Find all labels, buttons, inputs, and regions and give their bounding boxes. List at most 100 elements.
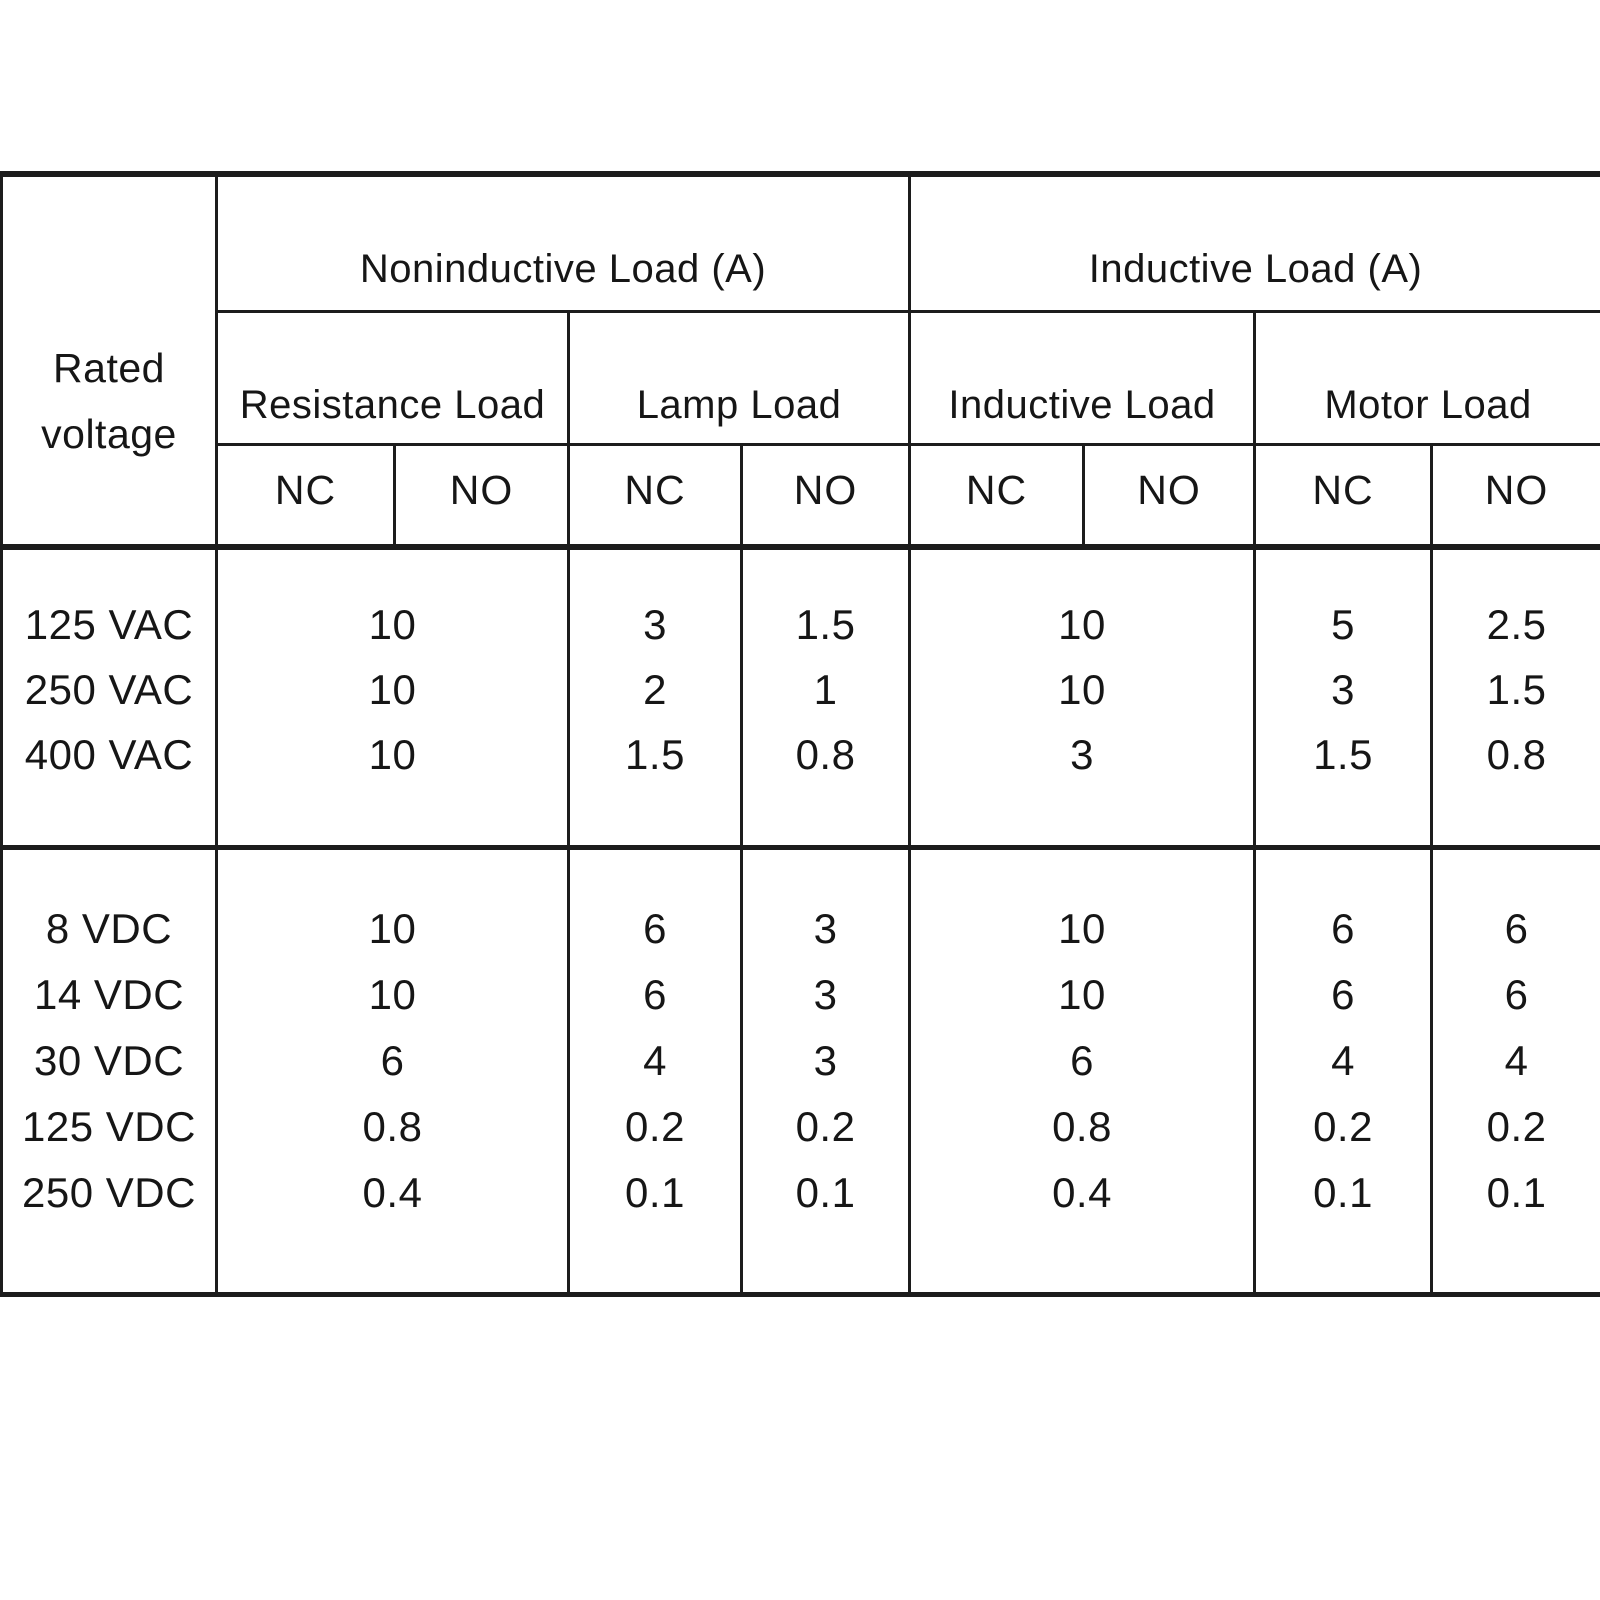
rating-value: 0.1: [1486, 1168, 1547, 1216]
voltage-label: 30 VDC: [33, 1036, 185, 1084]
ac-voltage-labels-cell: 125 VAC 250 VAC 400 VAC: [0, 545, 218, 850]
voltage-label: 250 VDC: [22, 1168, 196, 1216]
rating-value: 3: [1331, 666, 1355, 713]
rating-value: 0.1: [795, 1168, 856, 1216]
rating-value: 10: [368, 731, 417, 778]
dc-lamp-load-nc-values: 6 6 4 0.2 0.1: [570, 850, 740, 1226]
voltage-label: 400 VAC: [24, 731, 194, 778]
rating-value: 0.2: [1486, 1102, 1547, 1150]
rating-value: 10: [1058, 970, 1106, 1018]
rated-voltage-header-line2: voltage: [41, 411, 177, 457]
rating-value: 3: [813, 904, 838, 952]
rating-value: 1.5: [1486, 666, 1547, 713]
rating-value: 0.1: [1313, 1168, 1373, 1216]
rating-value: 6: [1504, 904, 1529, 952]
ac-motor-load-no-values-cell: 2.5 1.5 0.8: [1430, 545, 1600, 850]
motor-load-header: Motor Load: [1253, 309, 1600, 446]
ac-voltage-labels: 125 VAC 250 VAC 400 VAC: [3, 550, 215, 787]
rated-voltage-header-line1: Rated: [53, 345, 165, 391]
nc-header: NC: [908, 442, 1086, 550]
no-header: NO: [393, 442, 570, 550]
dc-motor-load-nc-values: 6 6 4 0.2 0.1: [1256, 850, 1430, 1226]
rating-value: 10: [1058, 666, 1106, 713]
voltage-label: 14 VDC: [33, 970, 185, 1018]
no-header: NO: [739, 442, 912, 550]
nc-header: NC: [215, 442, 396, 550]
ac-motor-load-nc-values-cell: 5 3 1.5: [1253, 545, 1434, 850]
rating-value: 2: [643, 666, 667, 713]
rating-value: 0.8: [1486, 731, 1547, 778]
rating-value: 1.5: [1313, 731, 1373, 778]
rating-value: 6: [1331, 904, 1355, 952]
ac-inductive-load-values: 10 10 3: [911, 550, 1253, 787]
dc-ratings-section: 8 VDC 14 VDC 30 VDC 125 VDC 250 VDC 10 1…: [0, 845, 1600, 1297]
rating-value: 6: [643, 970, 667, 1018]
no-header: NO: [1082, 442, 1257, 550]
rating-value: 4: [1331, 1036, 1355, 1084]
no-header: NO: [1430, 442, 1600, 550]
rating-value: 10: [1058, 904, 1106, 952]
inductive-load-header: Inductive Load: [908, 309, 1257, 446]
ac-motor-load-nc-values: 5 3 1.5: [1256, 550, 1430, 787]
dc-lamp-load-no-values-cell: 3 3 3 0.2 0.1: [739, 845, 912, 1297]
voltage-label: 125 VDC: [22, 1102, 196, 1150]
ac-inductive-load-values-cell: 10 10 3: [908, 545, 1257, 850]
rating-value: 0.8: [362, 1102, 423, 1150]
rating-value: 6: [643, 904, 667, 952]
dc-resistance-load-values-cell: 10 10 6 0.8 0.4: [215, 845, 570, 1297]
group-header-row: Rated voltage Noninductive Load (A) Indu…: [0, 171, 1600, 550]
dc-lamp-load-no-values: 3 3 3 0.2 0.1: [743, 850, 908, 1226]
rating-value: 10: [1058, 601, 1106, 648]
dc-motor-load-nc-values-cell: 6 6 4 0.2 0.1: [1253, 845, 1434, 1297]
dc-voltage-labels-cell: 8 VDC 14 VDC 30 VDC 125 VDC 250 VDC: [0, 845, 218, 1297]
ac-motor-load-no-values: 2.5 1.5 0.8: [1433, 550, 1600, 787]
ac-lamp-load-no-values-cell: 1.5 1 0.8: [739, 545, 912, 850]
rating-value: 6: [1070, 1036, 1094, 1084]
ac-lamp-load-nc-values-cell: 3 2 1.5: [567, 545, 743, 850]
voltage-label: 125 VAC: [24, 601, 194, 648]
rating-value: 1.5: [795, 601, 856, 648]
rating-value: 0.2: [1313, 1102, 1373, 1150]
dc-voltage-labels: 8 VDC 14 VDC 30 VDC 125 VDC 250 VDC: [3, 850, 215, 1226]
rating-value: 3: [1070, 731, 1094, 778]
dc-motor-load-no-values-cell: 6 6 4 0.2 0.1: [1430, 845, 1600, 1297]
dc-resistance-load-values: 10 10 6 0.8 0.4: [218, 850, 567, 1226]
nc-header: NC: [567, 442, 743, 550]
rating-value: 6: [1504, 970, 1529, 1018]
rating-value: 10: [368, 666, 417, 713]
contact-type-header-row: NC NO NC NO NC NO NC NO: [2, 442, 1600, 550]
rating-value: 4: [643, 1036, 667, 1084]
rating-value: 5: [1331, 601, 1355, 648]
rating-value: 6: [1331, 970, 1355, 1018]
rating-value: 0.2: [795, 1102, 856, 1150]
dc-inductive-load-values-cell: 10 10 6 0.8 0.4: [908, 845, 1257, 1297]
voltage-label: 8 VDC: [45, 904, 173, 952]
rating-value: 1.5: [625, 731, 685, 778]
rating-value: 3: [813, 970, 838, 1018]
ac-resistance-load-values: 10 10 10: [218, 550, 567, 787]
ac-ratings-section: 125 VAC 250 VAC 400 VAC 10 10 10 3 2: [0, 545, 1600, 850]
rating-value: 3: [643, 601, 667, 648]
rating-value: 4: [1504, 1036, 1529, 1084]
load-type-header-row: Resistance Load Lamp Load Inductive Load…: [2, 309, 1600, 446]
dc-lamp-load-nc-values-cell: 6 6 4 0.2 0.1: [567, 845, 743, 1297]
rating-value: 0.4: [362, 1168, 423, 1216]
resistance-load-header: Resistance Load: [215, 309, 570, 446]
rating-value: 1: [813, 666, 838, 713]
rating-value: 0.4: [1052, 1168, 1112, 1216]
rating-value: 0.2: [625, 1102, 685, 1150]
rating-value: 10: [368, 970, 417, 1018]
inductive-load-group-header: Inductive Load (A): [908, 171, 1600, 313]
voltage-label: 250 VAC: [24, 666, 194, 713]
nc-header: NC: [1253, 442, 1434, 550]
rating-value: 6: [380, 1036, 405, 1084]
lamp-load-header: Lamp Load: [566, 309, 912, 446]
rating-value: 0.8: [1052, 1102, 1112, 1150]
ac-lamp-load-no-values: 1.5 1 0.8: [743, 550, 908, 787]
rating-value: 10: [368, 601, 417, 648]
rating-value: 2.5: [1486, 601, 1547, 648]
rating-value: 10: [368, 904, 417, 952]
dc-motor-load-no-values: 6 6 4 0.2 0.1: [1433, 850, 1600, 1226]
contact-ratings-table: Rated voltage Noninductive Load (A) Indu…: [0, 171, 1600, 1297]
